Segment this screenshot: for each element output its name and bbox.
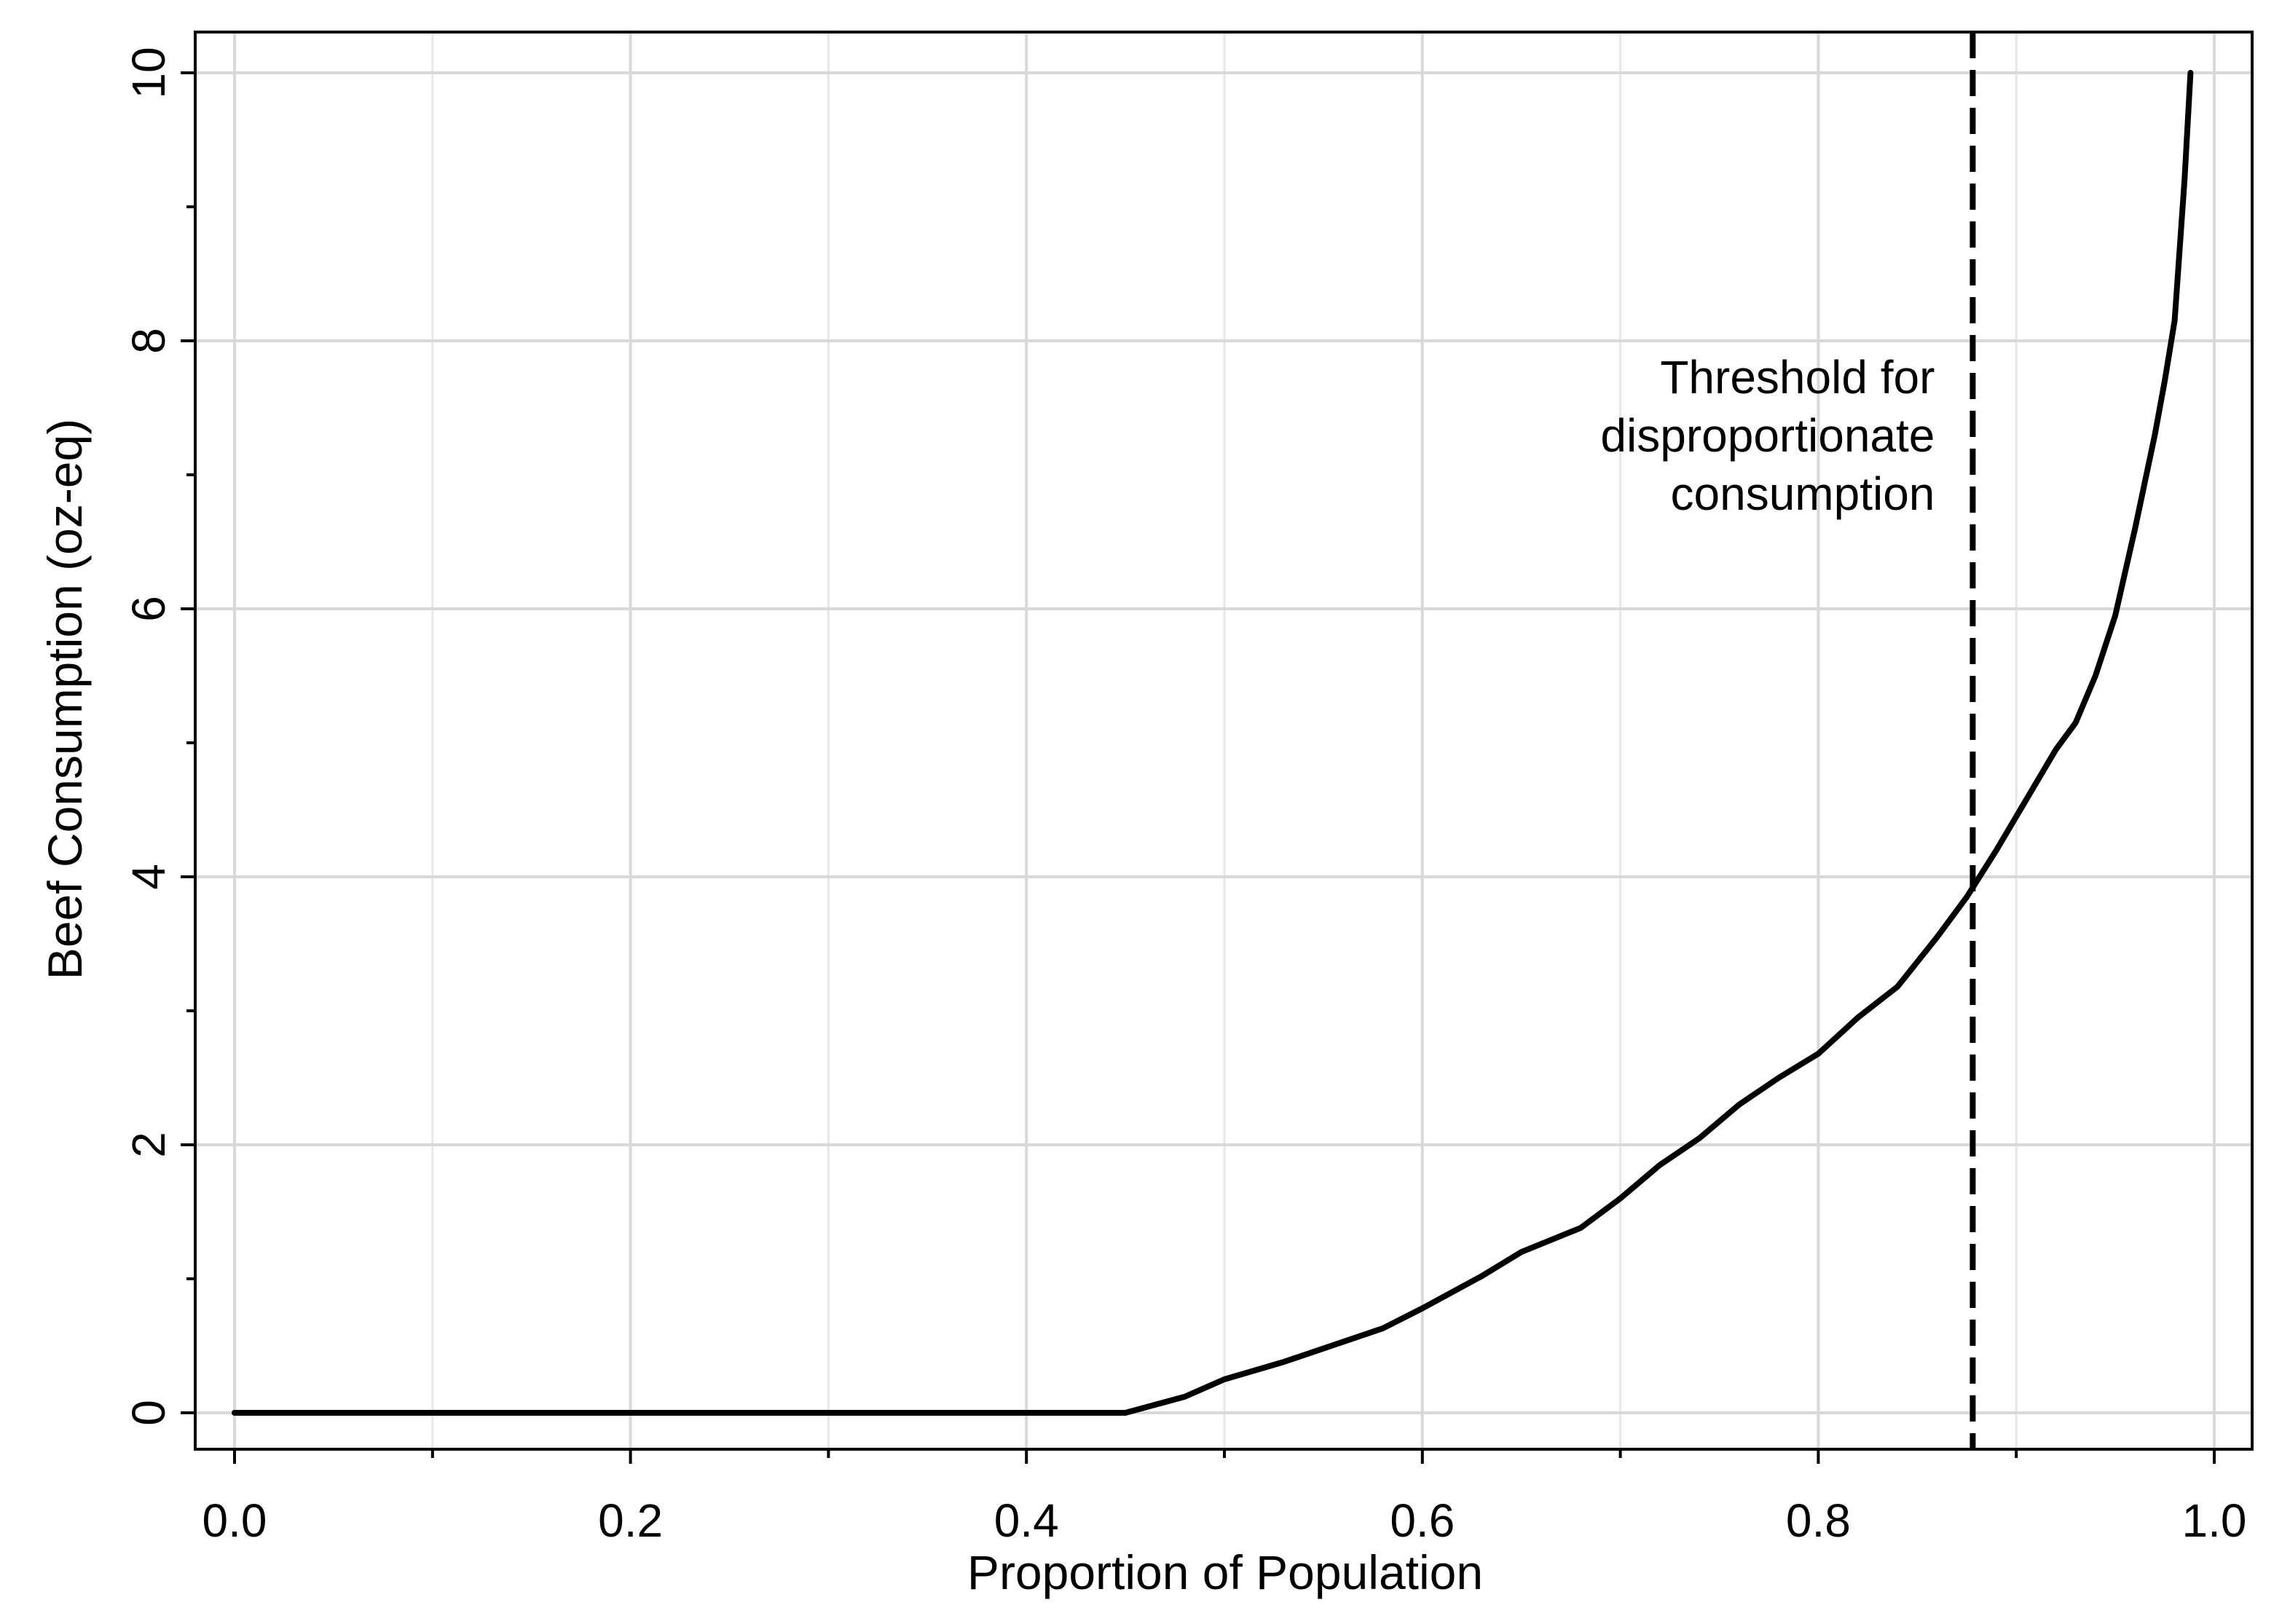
threshold-layer: Threshold for disproportionate consumption xyxy=(1600,32,1976,1449)
x-tick-label: 1.0 xyxy=(2182,1494,2247,1547)
y-tick-label: 2 xyxy=(122,1132,175,1158)
threshold-label-line: disproportionate xyxy=(1600,409,1935,462)
x-tick-label: 0.6 xyxy=(1390,1494,1455,1547)
y-tick-label: 8 xyxy=(122,328,175,354)
threshold-label-line: consumption xyxy=(1671,468,1935,520)
series-layer xyxy=(232,70,2194,1416)
y-tick-label: 6 xyxy=(122,596,175,622)
x-tick-label: 0.2 xyxy=(598,1494,663,1547)
x-tick-label: 0.4 xyxy=(994,1494,1059,1547)
x-axis-title: Proportion of Population xyxy=(967,1545,1483,1599)
y-tick-label: 0 xyxy=(122,1400,175,1426)
y-axis-title: Beef Consumption (oz-eq) xyxy=(38,419,92,979)
y-tick-label: 4 xyxy=(122,864,175,890)
threshold-label-line: Threshold for xyxy=(1660,351,1935,403)
series-line xyxy=(232,70,2194,1416)
x-tick-label: 0.0 xyxy=(202,1494,267,1547)
y-tick-label: 10 xyxy=(122,47,175,98)
axes: 0.0 0.2 0.4 0.6 0.8 1.0 0 2 4 6 8 10 xyxy=(122,47,2246,1547)
x-tick-label: 0.8 xyxy=(1786,1494,1851,1547)
